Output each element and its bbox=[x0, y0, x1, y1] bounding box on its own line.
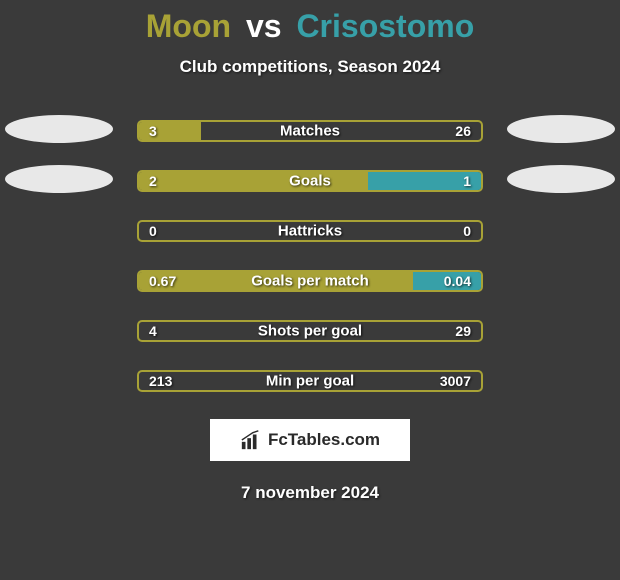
logo-text: FcTables.com bbox=[268, 430, 380, 450]
stat-label: Hattricks bbox=[278, 223, 342, 240]
stat-bar: Shots per goal 4 29 bbox=[137, 320, 483, 342]
stat-label: Matches bbox=[280, 123, 340, 140]
stats-region: Matches 3 26 Goals 2 1 Hattricks 0 0 Goals per ma… bbox=[0, 119, 620, 393]
stat-label: Min per goal bbox=[266, 373, 354, 390]
stat-bar: Min per goal 213 3007 bbox=[137, 370, 483, 392]
page-title: Moon vs Crisostomo bbox=[0, 8, 620, 45]
stat-bar: Hattricks 0 0 bbox=[137, 220, 483, 242]
bar-fill-player1 bbox=[139, 172, 368, 190]
subtitle: Club competitions, Season 2024 bbox=[0, 57, 620, 77]
stat-bar: Matches 3 26 bbox=[137, 120, 483, 142]
stat-value-player1: 4 bbox=[149, 323, 157, 339]
title-player2: Crisostomo bbox=[296, 8, 474, 44]
stat-row: Goals per match 0.67 0.04 bbox=[0, 269, 620, 293]
stat-label: Goals per match bbox=[251, 273, 369, 290]
stat-label: Shots per goal bbox=[258, 323, 362, 340]
stat-value-player1: 0 bbox=[149, 223, 157, 239]
stat-row: Min per goal 213 3007 bbox=[0, 369, 620, 393]
stat-value-player1: 3 bbox=[149, 123, 157, 139]
stat-value-player2: 3007 bbox=[440, 373, 471, 389]
stat-bar: Goals per match 0.67 0.04 bbox=[137, 270, 483, 292]
player1-badge bbox=[5, 165, 113, 193]
title-vs: vs bbox=[246, 8, 282, 44]
date-label: 7 november 2024 bbox=[0, 483, 620, 503]
stat-row: Goals 2 1 bbox=[0, 169, 620, 193]
player1-badge bbox=[5, 115, 113, 143]
stat-row: Hattricks 0 0 bbox=[0, 219, 620, 243]
stat-value-player2: 0 bbox=[463, 223, 471, 239]
stat-bar: Goals 2 1 bbox=[137, 170, 483, 192]
stat-value-player2: 0.04 bbox=[444, 273, 471, 289]
stat-value-player1: 213 bbox=[149, 373, 172, 389]
player2-badge bbox=[507, 115, 615, 143]
stat-row: Shots per goal 4 29 bbox=[0, 319, 620, 343]
stat-label: Goals bbox=[289, 173, 331, 190]
stat-value-player1: 0.67 bbox=[149, 273, 176, 289]
stat-row: Matches 3 26 bbox=[0, 119, 620, 143]
chart-icon bbox=[240, 429, 262, 451]
stat-value-player2: 29 bbox=[455, 323, 471, 339]
player2-badge bbox=[507, 165, 615, 193]
stat-value-player1: 2 bbox=[149, 173, 157, 189]
title-player1: Moon bbox=[146, 8, 231, 44]
stat-value-player2: 26 bbox=[455, 123, 471, 139]
stat-value-player2: 1 bbox=[463, 173, 471, 189]
comparison-card: Moon vs Crisostomo Club competitions, Se… bbox=[0, 0, 620, 503]
logo-box: FcTables.com bbox=[210, 419, 410, 461]
